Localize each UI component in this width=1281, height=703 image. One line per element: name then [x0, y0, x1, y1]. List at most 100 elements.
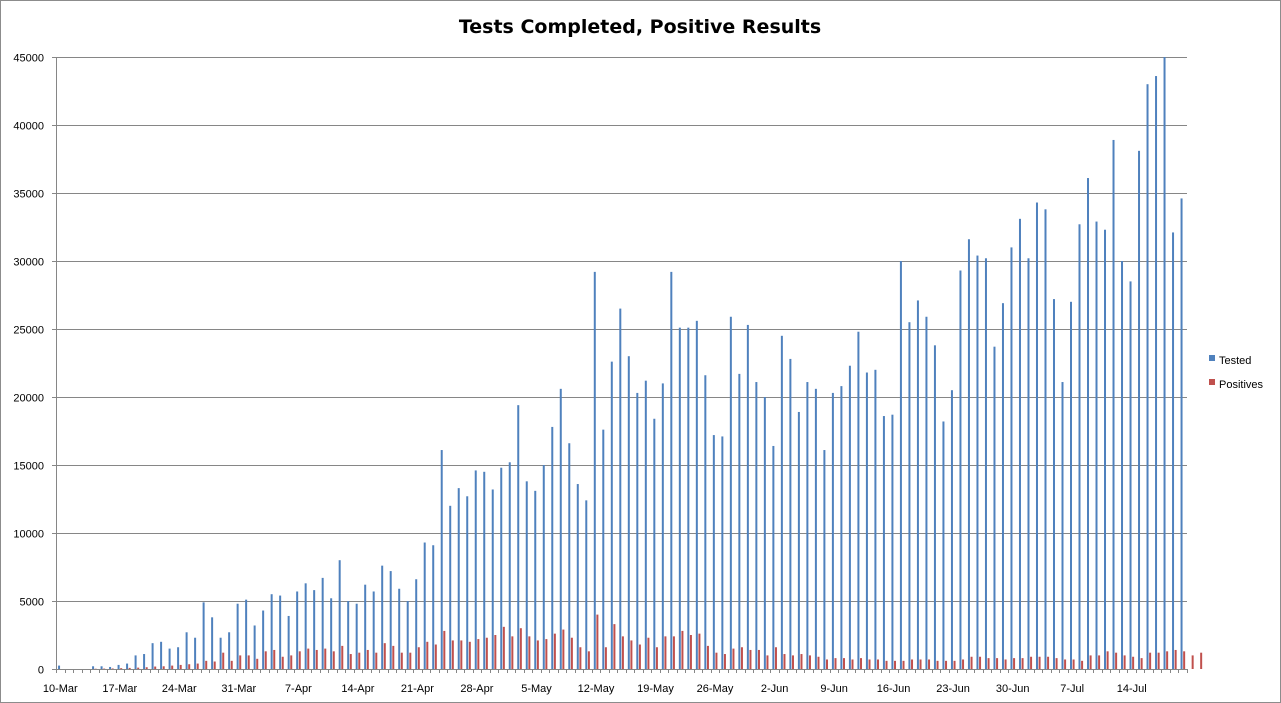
- bar-positives: [239, 655, 242, 669]
- bar-tested: [814, 388, 817, 669]
- bar-tested: [1155, 76, 1158, 670]
- bar-tested: [806, 382, 809, 669]
- bar-positives: [1183, 651, 1186, 669]
- bar-positives: [706, 645, 709, 669]
- bar-tested: [559, 388, 562, 669]
- bar-positives: [962, 659, 965, 669]
- bar-tested: [134, 655, 137, 669]
- bar-positives: [477, 639, 480, 669]
- bar-tested: [1146, 84, 1149, 669]
- x-tick-label: 26-May: [697, 683, 734, 695]
- bar-positives: [579, 647, 582, 669]
- bar-tested: [228, 632, 231, 669]
- bar-tested: [1078, 224, 1081, 669]
- y-tick-label: 15000: [13, 461, 44, 473]
- bar-positives: [919, 659, 922, 669]
- x-tick-label: 14-Jul: [1117, 683, 1147, 695]
- bar-positives: [315, 649, 318, 669]
- bar-tested: [1027, 258, 1030, 669]
- bar-tested: [712, 435, 715, 669]
- bar-positives: [1166, 651, 1169, 669]
- bar-tested: [525, 481, 528, 669]
- bar-tested: [1061, 382, 1064, 669]
- bar-tested: [959, 270, 962, 669]
- bar-tested: [721, 436, 724, 669]
- bar-positives: [655, 647, 658, 669]
- bar-tested: [1180, 198, 1183, 669]
- bar-tested: [585, 500, 588, 669]
- x-tick-label: 5-May: [521, 683, 552, 695]
- bar-positives: [1106, 651, 1109, 669]
- bar-positives: [434, 644, 437, 669]
- chart-title: Tests Completed, Positive Results: [459, 16, 821, 38]
- bar-tested: [729, 316, 732, 669]
- bar-tested: [321, 577, 324, 669]
- bar-tested: [1104, 229, 1107, 669]
- bar-positives: [911, 659, 914, 669]
- bar-tested: [517, 405, 520, 669]
- bar-positives: [800, 654, 803, 669]
- bar-tested: [279, 595, 282, 669]
- bar-positives: [1030, 656, 1033, 669]
- bar-tested: [508, 462, 511, 669]
- bar-positives: [894, 660, 897, 669]
- bar-tested: [993, 346, 996, 669]
- bar-positives: [213, 661, 216, 669]
- bar-tested: [296, 591, 299, 669]
- bar-tested: [1010, 247, 1013, 669]
- bar-positives: [1081, 660, 1084, 669]
- bar-tested: [874, 369, 877, 669]
- bar-tested: [1129, 281, 1132, 669]
- bar-tested: [1018, 218, 1021, 669]
- bar-tested: [1095, 221, 1098, 669]
- bar-positives: [247, 655, 250, 669]
- bar-tested: [848, 365, 851, 669]
- bar-positives: [647, 637, 650, 669]
- bar-positives: [1123, 655, 1126, 669]
- bar-positives: [264, 651, 267, 669]
- gridlines: [56, 57, 1187, 602]
- bar-tested: [1087, 178, 1090, 670]
- bar-tested: [92, 666, 95, 669]
- bar-tested: [576, 484, 579, 669]
- bar-positives: [392, 645, 395, 669]
- bar-positives: [749, 649, 752, 669]
- y-tick-label: 25000: [13, 325, 44, 337]
- bar-positives: [137, 667, 140, 669]
- bar-tested: [661, 383, 664, 669]
- bar-tested: [1044, 209, 1047, 669]
- bar-tested: [670, 271, 673, 669]
- bar-positives: [596, 614, 599, 669]
- bar-positives: [128, 667, 131, 669]
- bar-positives: [817, 656, 820, 669]
- bar-positives: [740, 647, 743, 669]
- bar-tested: [534, 490, 537, 669]
- legend-swatch-positives: [1209, 379, 1215, 385]
- bar-tested: [627, 356, 630, 669]
- bar-tested: [219, 637, 222, 669]
- bar-positives: [928, 659, 931, 669]
- bar-positives: [562, 629, 565, 669]
- bar-positives: [672, 636, 675, 669]
- x-tick-label: 2-Jun: [761, 683, 789, 695]
- bar-tested: [338, 560, 341, 669]
- x-tick-label: 23-Jun: [936, 683, 970, 695]
- bar-tested: [313, 590, 316, 669]
- x-tick-label: 7-Jul: [1060, 683, 1084, 695]
- bar-positives: [970, 656, 973, 669]
- bar-tested: [1121, 261, 1124, 669]
- y-tick-label: 20000: [13, 393, 44, 405]
- bar-tested: [542, 465, 545, 669]
- bar-positives: [298, 651, 301, 669]
- bar-positives: [860, 658, 863, 669]
- bar-positives: [613, 624, 616, 669]
- bar-tested: [168, 648, 171, 669]
- bar-positives: [723, 654, 726, 669]
- bar-tested: [500, 467, 503, 669]
- bar-tested: [109, 666, 112, 669]
- bar-tested: [449, 505, 452, 669]
- legend-label-positives: Positives: [1219, 379, 1264, 391]
- bar-tested: [831, 392, 834, 669]
- bar-positives: [290, 655, 293, 669]
